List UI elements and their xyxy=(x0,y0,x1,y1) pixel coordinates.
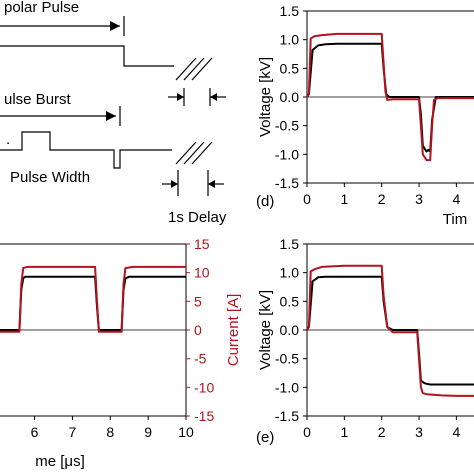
y-tick-label: 1.5 xyxy=(280,3,300,19)
y2-axis-label: Current [A] xyxy=(225,294,242,367)
y-tick-label: 1.0 xyxy=(280,265,300,281)
label-pulse-width: Pulse Width xyxy=(10,169,90,186)
series-line-1 xyxy=(306,264,474,397)
break-mark-1a xyxy=(175,57,197,81)
y2-tick-label: 15 xyxy=(194,236,210,252)
panel-label: (e) xyxy=(256,429,274,446)
y-tick-label: 0.0 xyxy=(280,89,300,105)
label-delay: 1s Delay xyxy=(168,209,227,226)
y-tick-label: 1.5 xyxy=(280,236,300,252)
x-axis-label: Tim xyxy=(443,211,467,228)
delay-arrow-1b-head xyxy=(210,93,217,101)
x-tick-label: 6 xyxy=(31,424,39,440)
series-line-0 xyxy=(306,275,474,386)
panel-label: (d) xyxy=(256,193,274,210)
x-axis-label: me [μs] xyxy=(35,453,84,470)
series-line-0 xyxy=(0,275,186,331)
burst-arrow-head xyxy=(106,111,116,121)
bipolar-waveform xyxy=(0,45,174,67)
x-tick-label: 8 xyxy=(106,424,114,440)
chart-panel-d: 1.5 1.0 0.5 0.0 -0.5 -1.0 -1.50 1 2 3 4 Voltage [kV… xyxy=(256,3,474,228)
y-tick-label: -0.5 xyxy=(275,118,299,134)
x-tick-label: 3 xyxy=(415,191,423,207)
x-tick-label: 2 xyxy=(378,424,386,440)
series-line-1 xyxy=(0,265,186,333)
y2-tick-label: 0 xyxy=(194,322,202,338)
break-mark-2c xyxy=(191,141,213,165)
x-tick-label: 10 xyxy=(178,424,194,440)
y-tick-label: -1.0 xyxy=(275,146,299,162)
series-line-1 xyxy=(306,32,474,162)
delay-arrow-2b-head xyxy=(208,180,215,188)
chart-panel-e: 1.5 1.0 0.5 0.0 -0.5 -1.0 -1.50 1 2 3 4 Voltage [kV… xyxy=(256,236,474,446)
y-tick-label: 0.5 xyxy=(280,293,300,309)
break-mark-1c xyxy=(191,57,213,81)
x-tick-label: 1 xyxy=(340,424,348,440)
x-tick-label: 2 xyxy=(378,191,386,207)
x-tick-label: 9 xyxy=(144,424,152,440)
y-tick-label: -1.5 xyxy=(275,408,299,424)
x-tick-label: 3 xyxy=(415,424,423,440)
x-tick-label: 5 xyxy=(0,424,1,440)
y-tick-label: 0.0 xyxy=(280,322,300,338)
series-line-0 xyxy=(306,42,474,153)
x-tick-label: 0 xyxy=(303,191,311,207)
break-mark-2a xyxy=(175,141,197,165)
x-tick-label: 1 xyxy=(340,191,348,207)
y-axis-label: Voltage [kV] xyxy=(257,290,274,370)
label-ellipsis: . xyxy=(6,131,10,148)
x-tick-label: 4 xyxy=(452,424,460,440)
y2-tick-label: -15 xyxy=(194,408,214,424)
x-tick-label: 4 xyxy=(452,191,460,207)
y-tick-label: 1.0 xyxy=(280,32,300,48)
break-mark-1b xyxy=(183,57,205,81)
bipolar-arrow-head xyxy=(110,21,120,31)
x-tick-label: 7 xyxy=(69,424,77,440)
y2-tick-label: -5 xyxy=(194,351,207,367)
y2-tick-label: 10 xyxy=(194,265,210,281)
y-axis-label: Voltage [kV] xyxy=(257,57,274,137)
label-pulse-burst: ulse Burst xyxy=(4,91,72,108)
break-mark-2b xyxy=(183,141,205,165)
pulse-schematic xyxy=(0,16,226,196)
chart-panel-c: 15 10 5 0 -5 -10 -15 5 6 7 8 9 10 Current [A] me [μs] xyxy=(0,236,242,470)
y-tick-label: -1.5 xyxy=(275,175,299,191)
y-tick-label: -0.5 xyxy=(275,351,299,367)
y-tick-label: -1.0 xyxy=(275,379,299,395)
y2-tick-label: 5 xyxy=(194,293,202,309)
y-tick-label: 0.5 xyxy=(280,60,300,76)
burst-waveform xyxy=(0,131,172,169)
x-tick-label: 0 xyxy=(303,424,311,440)
label-bipolar-pulse: polar Pulse xyxy=(4,0,79,16)
delay-arrow-2a-head xyxy=(171,180,178,188)
y2-tick-label: -10 xyxy=(194,379,214,395)
delay-arrow-1a-head xyxy=(177,93,184,101)
